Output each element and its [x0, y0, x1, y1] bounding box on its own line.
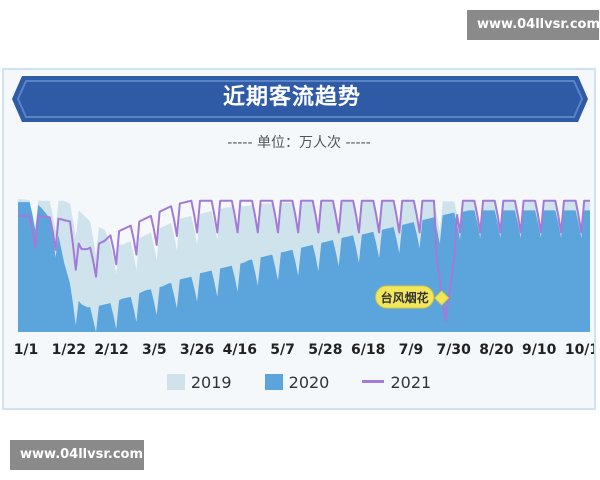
legend-swatch-2020 [264, 374, 283, 390]
legend: 2019 2020 2021 [4, 372, 594, 392]
annotation-marker [433, 290, 450, 306]
legend-item-2020: 2020 [264, 373, 330, 392]
unit-label: ----- 单位：万人次 ----- [227, 135, 371, 151]
title-banner [12, 76, 588, 122]
x-tick-label: 7/30 [437, 342, 472, 358]
legend-label-2021: 2021 [390, 373, 432, 392]
series-2021-line [18, 199, 590, 322]
legend-label-2020: 2020 [288, 373, 330, 392]
legend-item-2019: 2019 [166, 373, 232, 392]
x-tick-label: 5/28 [308, 342, 342, 358]
x-tick-label: 5/7 [270, 342, 295, 358]
x-tick-label: 10/1 [565, 342, 594, 358]
x-tick-label: 1/22 [52, 342, 86, 358]
x-tick-label: 6/18 [351, 342, 385, 358]
line-2021 [18, 199, 590, 322]
x-tick-label: 3/26 [180, 342, 214, 358]
watermark-top: www.04llvsr.com [467, 10, 600, 40]
chart-title: 近期客流趋势 [222, 85, 361, 110]
legend-item-2021: 2021 [362, 373, 431, 392]
banner-inner-border [16, 80, 584, 118]
legend-swatch-2019 [166, 374, 185, 390]
x-tick-label: 7/9 [399, 342, 424, 358]
watermark-bottom: www.04llvsr.com [10, 440, 144, 470]
x-tick-label: 1/1 [14, 342, 39, 358]
legend-label-2019: 2019 [190, 373, 232, 392]
legend-swatch-2021 [362, 380, 385, 383]
chart-card: 近期客流趋势 ----- 单位：万人次 ----- 1/1 1/22 2/12 3/5… [2, 68, 596, 410]
x-tick-label: 3/5 [142, 342, 167, 358]
x-tick-label: 9/10 [522, 342, 557, 358]
x-tick-label: 4/16 [223, 342, 257, 358]
annotation-layer: 台风烟花 [375, 285, 450, 309]
chart-plot: 1/1 1/22 2/12 3/5 3/26 4/16 5/7 5/28 6/18 7/9 7/30… [14, 199, 594, 358]
x-axis-ticks: 1/1 1/22 2/12 3/5 3/26 4/16 5/7 5/28 6/18 7/9 7/30… [14, 342, 594, 358]
annotation-badge [375, 285, 435, 309]
x-tick-label: 2/12 [94, 342, 128, 358]
annotation-label: 台风烟花 [381, 290, 429, 305]
x-tick-label: 8/20 [479, 342, 514, 358]
banner-shape [12, 76, 588, 122]
